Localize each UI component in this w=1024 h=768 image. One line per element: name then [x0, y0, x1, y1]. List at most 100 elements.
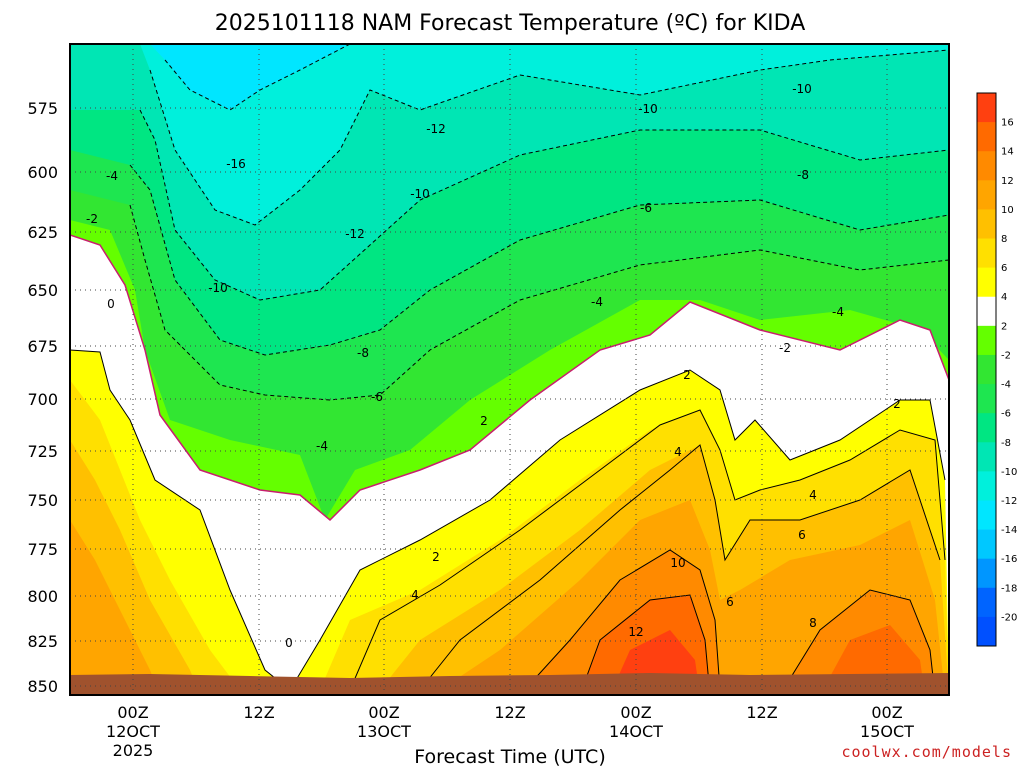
y-tick-label: 775	[27, 540, 58, 559]
contour-label: -4	[316, 439, 328, 453]
plot-frame	[69, 43, 950, 696]
colorbar-label: -20	[1001, 612, 1017, 623]
x-tick-label: 00Z	[620, 703, 651, 722]
colorbar-swatch	[977, 442, 996, 472]
contour-label: 6	[726, 595, 734, 609]
contour-label: -12	[426, 122, 446, 136]
colorbar-swatch	[977, 267, 996, 298]
colorbar-swatch	[977, 384, 996, 414]
contour-labels: -16 -12 -12 -10 -10 -10 -10 -8 -8 -6 -6 …	[86, 82, 901, 650]
contour-label: 0	[285, 636, 293, 650]
colorbar-swatch	[977, 122, 996, 152]
chart-title: 2025101118 NAM Forecast Temperature (ºC)…	[215, 11, 806, 36]
contour-label: -12	[345, 227, 365, 241]
colorbar-frame	[976, 92, 997, 647]
colorbar-label: -14	[1001, 525, 1017, 536]
colorbar-swatch	[977, 151, 996, 181]
x-tick-label: 12Z	[243, 703, 274, 722]
x-axis-title: Forecast Time (UTC)	[414, 746, 605, 768]
colorbar-swatch	[977, 529, 996, 560]
contour-label: 6	[798, 528, 806, 542]
contour-label: -6	[640, 201, 652, 215]
y-tick-label: 700	[27, 390, 58, 409]
colorbar-swatch	[977, 354, 996, 385]
colorbar-label: 6	[1001, 263, 1007, 274]
contour-label: -4	[591, 295, 603, 309]
contour-label: -8	[357, 346, 369, 360]
contour-label: -10	[792, 82, 812, 96]
temperature-field	[70, 44, 949, 695]
contour-label: -10	[638, 102, 658, 116]
y-tick-label: 750	[27, 491, 58, 510]
colorbar-label: -8	[1001, 438, 1011, 449]
contour-label: -10	[410, 187, 430, 201]
contour-label: -10	[208, 281, 228, 295]
y-tick-label: 650	[27, 281, 58, 300]
credit-text: coolwx.com/models	[841, 743, 1012, 761]
contour-label: 8	[809, 616, 817, 630]
colorbar-swatch	[977, 587, 996, 618]
colorbar-swatch	[977, 296, 996, 327]
colorbar-label: -12	[1001, 496, 1017, 507]
x-tick-sublabel: 15OCT	[860, 722, 914, 741]
contour-label: -4	[832, 305, 844, 319]
x-tick-label: 12Z	[746, 703, 777, 722]
colorbar-label: -18	[1001, 583, 1017, 594]
contour-label: 4	[674, 445, 682, 459]
x-tick-year: 2025	[113, 741, 154, 760]
colorbar-label: -2	[1001, 350, 1011, 361]
colorbar-swatch	[977, 616, 996, 647]
colorbar-label: 8	[1001, 234, 1007, 245]
contour-label: 10	[670, 556, 685, 570]
x-tick-label: 00Z	[117, 703, 148, 722]
y-tick-label: 850	[27, 677, 58, 696]
colorbar-label: 2	[1001, 321, 1007, 332]
colorbar-label: -6	[1001, 409, 1011, 420]
contour-label: 4	[411, 588, 419, 602]
negative-contours	[129, 44, 949, 401]
contour-label: 2	[893, 397, 901, 411]
colorbar-swatch	[977, 413, 996, 443]
y-tick-label: 575	[27, 99, 58, 118]
colorbar: 16 14 12 10 8 6 4 2 -2 -4 -6 -8 -10 -12 -14 -16 -18 -20	[976, 92, 1017, 647]
contour-label: 2	[432, 550, 440, 564]
y-tick-label: 800	[27, 587, 58, 606]
x-tick-label: 12Z	[494, 703, 525, 722]
colorbar-label: 10	[1001, 205, 1014, 216]
colorbar-swatch	[977, 500, 996, 531]
zero-contour	[70, 234, 949, 522]
colorbar-label: -10	[1001, 467, 1017, 478]
contour-label: -16	[226, 157, 246, 171]
x-axis: 00Z 12OCT 2025 12Z 00Z 13OCT 12Z 00Z 14O…	[106, 703, 914, 760]
colorbar-swatch	[977, 558, 996, 589]
contour-label: 2	[683, 368, 691, 382]
contour-label: -2	[779, 341, 791, 355]
colorbar-label: -16	[1001, 554, 1017, 565]
x-tick-sublabel: 12OCT	[106, 722, 160, 741]
contour-label: 4	[809, 488, 817, 502]
x-tick-sublabel: 13OCT	[357, 722, 411, 741]
y-tick-label: 675	[27, 337, 58, 356]
x-tick-label: 00Z	[368, 703, 399, 722]
y-tick-label: 825	[27, 632, 58, 651]
gridlines	[70, 44, 949, 695]
contour-label: -6	[371, 390, 383, 404]
contour-label: 2	[480, 414, 488, 428]
band-plus-8-10	[70, 520, 160, 695]
y-tick-label: 600	[27, 163, 58, 182]
colorbar-swatch	[977, 180, 996, 210]
contour-label: -4	[106, 169, 118, 183]
colorbar-swatch	[977, 325, 996, 356]
colorbar-swatch	[977, 471, 996, 501]
colorbar-swatch	[977, 238, 996, 269]
colorbar-label: -4	[1001, 380, 1011, 391]
x-tick-sublabel: 14OCT	[609, 722, 663, 741]
contour-label: 0	[107, 297, 115, 311]
colorbar-swatch	[977, 209, 996, 240]
y-tick-label: 725	[27, 442, 58, 461]
contour-label: -2	[86, 212, 98, 226]
colorbar-label: 12	[1001, 176, 1014, 187]
y-tick-label: 625	[27, 223, 58, 242]
y-axis: 575 600 625 650 675 700 725 750 775 800 …	[27, 99, 58, 696]
